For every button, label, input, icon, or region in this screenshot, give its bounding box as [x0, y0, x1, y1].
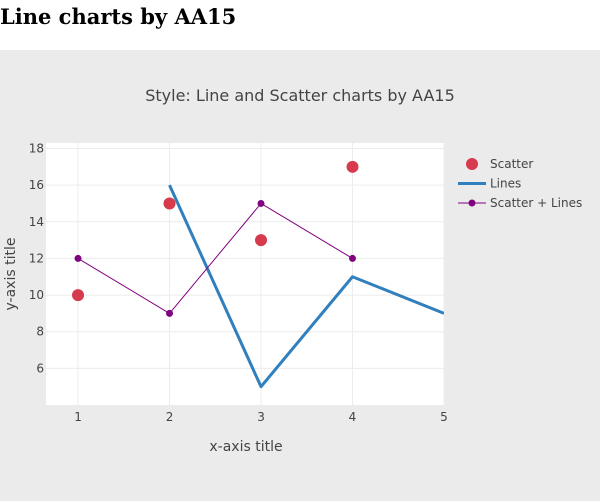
chart-title: Style: Line and Scatter charts by AA15 — [145, 86, 455, 105]
series-layer — [72, 160, 444, 389]
series-line — [168, 184, 444, 389]
x-axis-title: x-axis title — [209, 439, 282, 455]
data-point[interactable] — [166, 309, 174, 317]
y-tick-label: 10 — [29, 288, 44, 302]
data-point[interactable] — [163, 197, 176, 210]
y-tick-label: 16 — [29, 178, 44, 192]
data-point[interactable] — [346, 160, 359, 173]
legend-marker-swatch — [468, 199, 476, 207]
legend-label: Scatter + Lines — [490, 196, 582, 210]
data-point[interactable] — [72, 289, 85, 302]
chart-panel: 1 2 3 4 5 6 8 10 12 14 16 18 Style: Line and Scatte… — [0, 50, 600, 501]
x-tick-label: 5 — [440, 410, 448, 424]
x-tick-label: 4 — [349, 410, 357, 424]
y-tick-label: 14 — [29, 215, 44, 229]
legend-marker-swatch — [466, 158, 478, 170]
data-point[interactable] — [257, 199, 265, 207]
legend-item[interactable]: Scatter + Lines — [458, 196, 582, 210]
legend-label: Scatter — [490, 157, 533, 171]
data-point[interactable] — [255, 234, 268, 247]
series-2 — [168, 184, 444, 389]
y-tick-label: 6 — [36, 361, 44, 375]
page-heading: Line charts by AA15 — [0, 4, 237, 29]
series-1 — [72, 160, 359, 302]
x-tick-label: 2 — [166, 410, 174, 424]
legend-item[interactable]: Scatter — [466, 157, 533, 171]
grid-lines — [46, 143, 445, 405]
x-tick-label: 3 — [257, 410, 265, 424]
legend[interactable]: Scatter Lines Scatter + Lines — [458, 157, 582, 210]
y-tick-label: 12 — [29, 251, 44, 265]
y-tick-label: 8 — [36, 325, 44, 339]
data-point[interactable] — [349, 254, 357, 262]
plot-area-background — [46, 143, 444, 405]
legend-item[interactable]: Lines — [458, 177, 521, 191]
data-point[interactable] — [74, 254, 82, 262]
legend-label: Lines — [490, 177, 521, 191]
x-tick-label: 1 — [74, 410, 82, 424]
series-line — [77, 202, 353, 314]
y-axis-title: y-axis title — [3, 238, 19, 311]
series-3 — [74, 199, 357, 317]
y-tick-label: 18 — [29, 141, 44, 155]
